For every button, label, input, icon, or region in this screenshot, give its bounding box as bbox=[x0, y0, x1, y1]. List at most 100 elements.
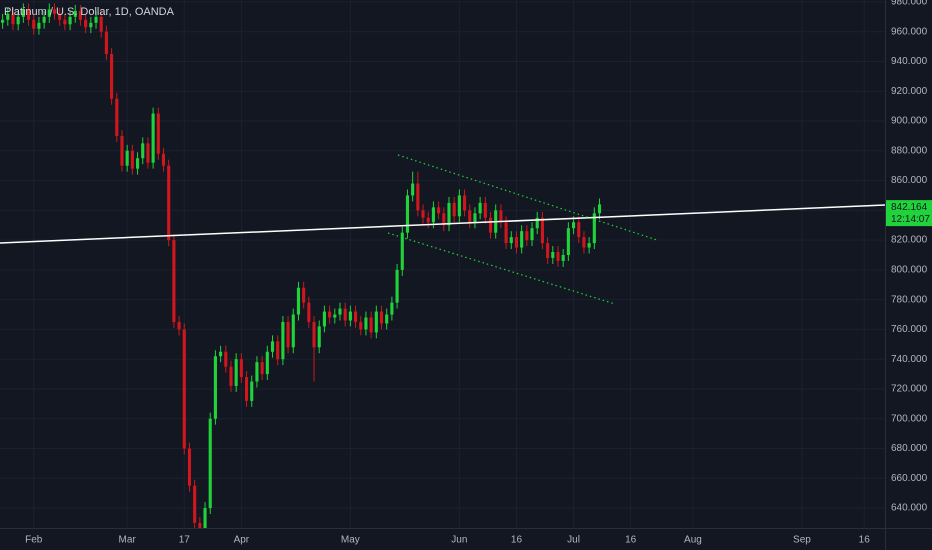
candle-body bbox=[379, 311, 384, 324]
candle-body bbox=[146, 143, 150, 163]
x-tick-label: 17 bbox=[179, 535, 191, 546]
candle-body bbox=[452, 202, 456, 217]
candle-body bbox=[421, 210, 425, 218]
candle-body bbox=[156, 113, 160, 154]
candle-body bbox=[21, 9, 25, 17]
candle-body bbox=[343, 308, 347, 321]
candle-body bbox=[296, 287, 301, 315]
candle-body bbox=[84, 19, 88, 28]
y-tick-label: 800.000 bbox=[891, 265, 928, 276]
candle-body bbox=[504, 222, 508, 244]
candle-body bbox=[187, 448, 192, 486]
candle-body bbox=[224, 351, 228, 367]
y-tick-label: 880.000 bbox=[891, 145, 928, 156]
x-tick-label: 16 bbox=[859, 535, 871, 546]
candle-body bbox=[509, 237, 513, 244]
y-tick-label: 940.000 bbox=[891, 56, 928, 67]
candle-body bbox=[447, 202, 451, 226]
y-tick-label: 740.000 bbox=[891, 354, 928, 365]
candle-body bbox=[395, 269, 399, 303]
candle-body bbox=[338, 308, 342, 315]
candle-body bbox=[286, 321, 290, 348]
candle-body bbox=[572, 222, 576, 229]
candle-body bbox=[141, 143, 145, 159]
candle-body bbox=[208, 418, 212, 509]
candle-body bbox=[333, 314, 337, 318]
last-price-label: 842.164 bbox=[891, 202, 928, 213]
candle-body bbox=[6, 13, 10, 20]
x-tick-label: 16 bbox=[511, 535, 523, 546]
candle-body bbox=[239, 359, 243, 378]
y-tick-label: 720.000 bbox=[891, 384, 928, 395]
candle-body bbox=[416, 183, 420, 211]
candle-body bbox=[167, 165, 171, 241]
candle-body bbox=[364, 317, 368, 330]
y-tick-label: 960.000 bbox=[891, 26, 928, 37]
candle-body bbox=[229, 366, 233, 386]
channel-bottom bbox=[387, 232, 616, 305]
candle-body bbox=[431, 207, 435, 223]
candle-body bbox=[73, 10, 77, 17]
candles bbox=[1, 3, 602, 528]
candle-body bbox=[561, 254, 565, 261]
candle-body bbox=[520, 231, 524, 248]
candle-body bbox=[322, 311, 326, 327]
x-tick-label: Feb bbox=[25, 535, 43, 546]
y-tick-label: 760.000 bbox=[891, 324, 928, 335]
candle-body bbox=[1, 19, 5, 23]
candle-body bbox=[463, 195, 467, 211]
candle-body bbox=[135, 158, 140, 169]
x-tick-label: Apr bbox=[234, 535, 250, 546]
candle-body bbox=[488, 217, 493, 233]
candle-body bbox=[177, 321, 181, 330]
y-tick-label: 860.000 bbox=[891, 175, 928, 186]
candle-body bbox=[291, 314, 295, 348]
candle-body bbox=[94, 16, 98, 23]
candle-body bbox=[213, 356, 217, 419]
trend-line bbox=[0, 204, 885, 244]
candle-body bbox=[52, 9, 57, 14]
candle-body bbox=[457, 195, 461, 217]
candle-body bbox=[442, 213, 446, 226]
candle-body bbox=[566, 228, 570, 255]
candle-body bbox=[125, 150, 129, 166]
chart-title: Platinum / U.S. Dollar, 1D, OANDA bbox=[4, 6, 175, 18]
candle-body bbox=[203, 508, 207, 528]
candle-body bbox=[540, 217, 544, 244]
candle-body bbox=[99, 16, 103, 32]
candle-body bbox=[104, 31, 108, 55]
candle-body bbox=[587, 243, 591, 248]
candle-body bbox=[270, 341, 275, 352]
candle-body bbox=[130, 150, 134, 169]
candle-body bbox=[47, 9, 51, 17]
candle-body bbox=[255, 362, 259, 382]
y-tick-label: 700.000 bbox=[891, 413, 928, 424]
candle-body bbox=[369, 317, 373, 333]
candle-body bbox=[390, 302, 394, 315]
countdown-label: 12:14:07 bbox=[891, 214, 930, 225]
candle-body bbox=[172, 240, 176, 322]
candle-body bbox=[405, 195, 410, 233]
x-tick-label: Mar bbox=[119, 535, 137, 546]
candle-body bbox=[32, 19, 36, 29]
candle-body bbox=[400, 232, 404, 270]
y-tick-label: 680.000 bbox=[891, 443, 928, 454]
candle-body bbox=[473, 213, 477, 223]
candle-body bbox=[37, 22, 41, 29]
candle-body bbox=[385, 314, 389, 324]
candle-body bbox=[42, 16, 46, 23]
candle-body bbox=[577, 222, 581, 238]
candle-body bbox=[359, 321, 363, 330]
channel-top bbox=[397, 154, 658, 241]
y-tick-label: 660.000 bbox=[891, 473, 928, 484]
candle-body bbox=[68, 16, 72, 25]
x-tick-label: Sep bbox=[793, 535, 811, 546]
candle-body bbox=[16, 16, 20, 25]
candle-body bbox=[193, 485, 197, 523]
grid bbox=[0, 0, 885, 528]
x-tick-label: Jul bbox=[567, 535, 580, 546]
candle-body bbox=[89, 22, 93, 28]
candle-body bbox=[78, 10, 83, 20]
candle-body bbox=[592, 213, 596, 244]
candle-body bbox=[514, 237, 519, 248]
